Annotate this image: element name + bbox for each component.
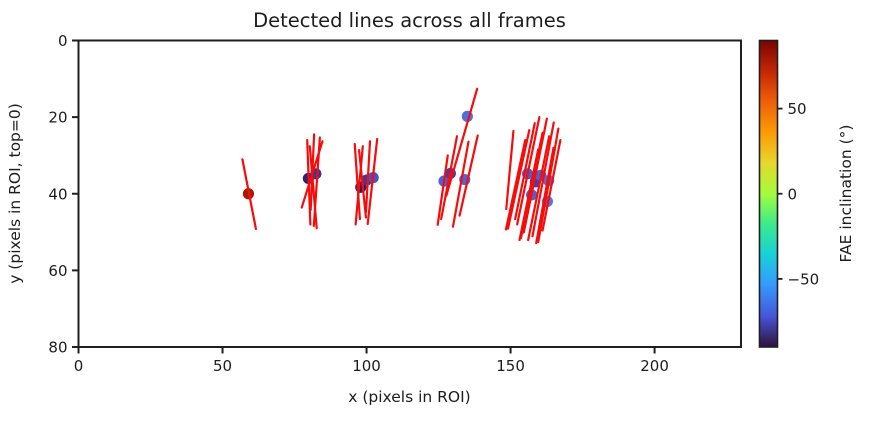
- y-axis-label: y (pixels in ROI, top=0): [6, 103, 24, 284]
- y-tick-label: 60: [48, 262, 67, 280]
- detected-line: [364, 140, 372, 214]
- detected-line: [505, 129, 515, 211]
- x-tick-label: 100: [352, 357, 381, 375]
- y-tick-label: 20: [48, 109, 67, 127]
- detected-line: [308, 145, 318, 230]
- detected-line: [527, 135, 551, 242]
- detected-line: [241, 158, 258, 231]
- detected-line: [531, 121, 555, 238]
- detected-line: [537, 127, 560, 244]
- detected-line: [518, 148, 540, 242]
- detected-line: [451, 140, 470, 228]
- detected-line: [353, 142, 362, 221]
- plot-area: [241, 87, 562, 245]
- detected-line: [514, 122, 536, 221]
- y-tick-label: 40: [48, 185, 67, 203]
- x-axis-label: x (pixels in ROI): [348, 388, 470, 406]
- chart-title: Detected lines across all frames: [253, 9, 566, 32]
- x-tick-label: 50: [213, 357, 232, 375]
- detected-line: [504, 139, 527, 231]
- colorbar: 50 0 −50: [758, 39, 820, 348]
- detected-line: [522, 117, 548, 234]
- x-tick-label: 150: [496, 357, 525, 375]
- colorbar-tick-label: 0: [788, 185, 798, 203]
- detected-line: [506, 129, 531, 230]
- colorbar-gradient: [758, 39, 779, 348]
- detected-lines: [241, 87, 562, 245]
- colorbar-label: FAE inclination (°): [837, 125, 855, 263]
- detected-line: [440, 135, 459, 221]
- detected-line: [516, 116, 541, 226]
- axes: 0 50 100 150 200 0 20 40 60 80: [48, 32, 742, 375]
- detected-line: [535, 146, 555, 245]
- detected-line: [445, 87, 479, 197]
- y-tick-label: 80: [48, 339, 67, 357]
- detected-line: [458, 134, 479, 217]
- detected-line: [436, 154, 449, 226]
- colorbar-tick-label: 50: [788, 100, 807, 118]
- y-tick-label: 0: [58, 32, 68, 50]
- detected-line: [366, 137, 379, 226]
- detected-line: [541, 139, 562, 232]
- axes-frame: [77, 39, 742, 348]
- detected-line: [354, 145, 364, 226]
- x-tick-label: 200: [640, 357, 669, 375]
- x-tick-label: 0: [74, 357, 84, 375]
- colorbar-tick-label: −50: [788, 270, 820, 288]
- detected-line: [357, 148, 368, 219]
